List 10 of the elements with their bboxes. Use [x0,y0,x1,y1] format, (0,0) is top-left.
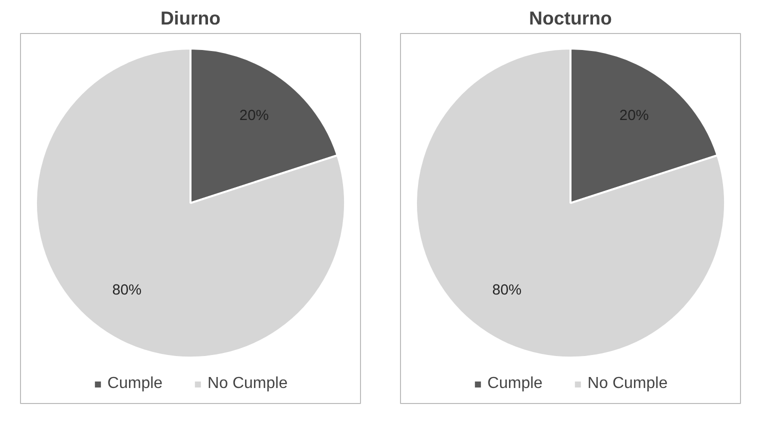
data-label: 80% [492,282,522,298]
data-label: 80% [112,282,142,298]
legend-label: Cumple [107,375,163,393]
legend-label: Cumple [487,375,543,393]
legend-label: No Cumple [588,375,668,393]
legend-label: No Cumple [208,375,288,393]
data-label: 20% [619,108,649,124]
chart-title: Diurno [160,8,221,28]
chart-title: Nocturno [529,8,612,28]
data-label: 20% [239,108,269,124]
